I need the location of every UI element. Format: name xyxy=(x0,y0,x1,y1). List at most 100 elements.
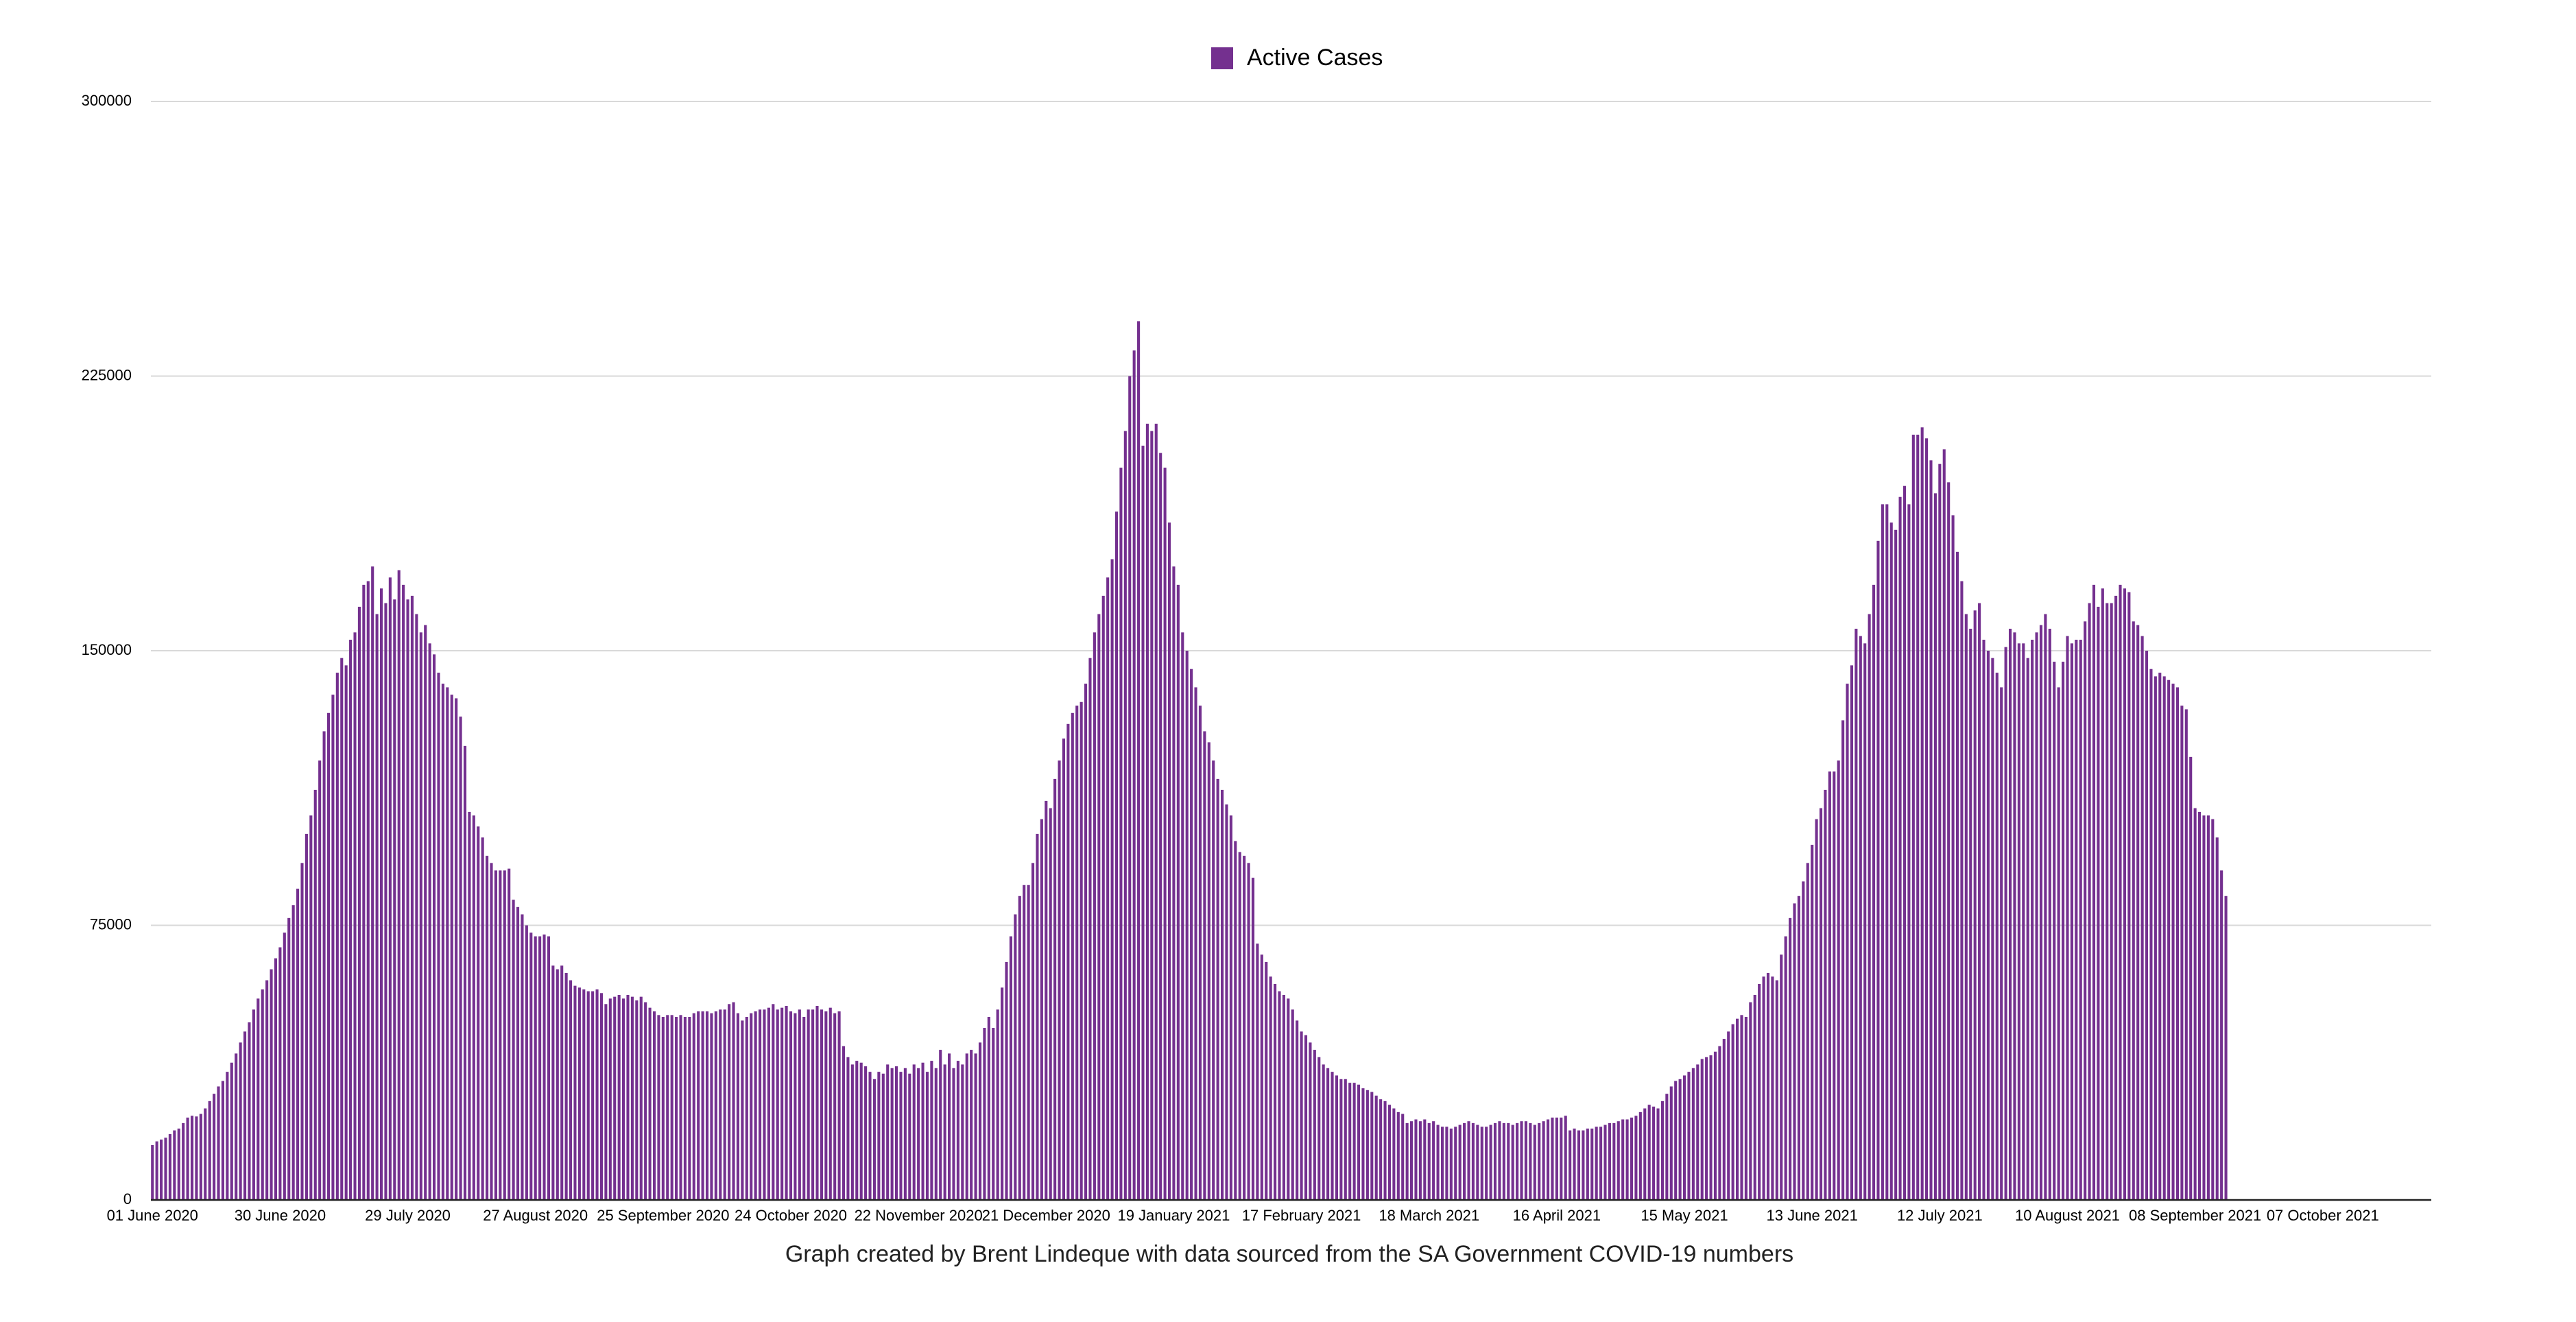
bar xyxy=(745,1017,748,1200)
bar xyxy=(1348,1083,1352,1200)
bar xyxy=(679,1015,682,1200)
bar xyxy=(1938,464,1942,1201)
x-tick-label: 18 March 2021 xyxy=(1379,1207,1479,1224)
bar xyxy=(490,863,493,1200)
bars xyxy=(151,321,2228,1201)
bar xyxy=(305,834,308,1200)
bar xyxy=(714,1011,717,1200)
bar xyxy=(1982,639,1985,1200)
bar xyxy=(652,1011,656,1200)
bar xyxy=(1529,1122,1532,1200)
bar xyxy=(1947,482,1951,1200)
bar xyxy=(1656,1108,1660,1200)
bar xyxy=(846,1057,850,1200)
bar xyxy=(477,826,480,1200)
bar xyxy=(688,1017,691,1200)
bar xyxy=(1101,595,1105,1200)
bar xyxy=(164,1138,167,1200)
bar xyxy=(987,1017,990,1200)
bar xyxy=(1634,1116,1638,1200)
bar xyxy=(1669,1086,1673,1200)
bar xyxy=(1194,687,1197,1200)
bar xyxy=(235,1053,238,1200)
bar xyxy=(635,1000,639,1200)
bar xyxy=(1471,1122,1475,1200)
bar xyxy=(1467,1121,1470,1200)
bar xyxy=(1018,896,1021,1200)
bar xyxy=(1296,1020,1299,1200)
bar xyxy=(2154,676,2157,1200)
x-tick-label: 24 October 2020 xyxy=(735,1207,847,1224)
bar xyxy=(375,614,379,1200)
bar xyxy=(2211,819,2215,1200)
bar xyxy=(582,989,586,1200)
bar xyxy=(1705,1057,1708,1200)
bar xyxy=(1440,1127,1444,1200)
bar xyxy=(344,665,348,1200)
bar xyxy=(754,1011,757,1200)
bar xyxy=(1678,1079,1682,1200)
bar xyxy=(741,1020,744,1200)
bar xyxy=(1198,706,1202,1200)
bar xyxy=(1524,1121,1528,1200)
bar xyxy=(1088,658,1092,1200)
bar xyxy=(1608,1122,1611,1200)
bar xyxy=(1357,1084,1361,1200)
bar xyxy=(899,1072,903,1200)
bar xyxy=(1304,1035,1308,1200)
bar xyxy=(1872,584,1876,1200)
bar xyxy=(1282,994,1285,1200)
bar xyxy=(683,1017,687,1200)
bar xyxy=(604,1004,608,1200)
bar xyxy=(2145,651,2149,1200)
bar xyxy=(1762,976,1765,1200)
bar xyxy=(283,933,286,1200)
bar xyxy=(1176,584,1180,1200)
bar xyxy=(1876,540,1880,1200)
bar xyxy=(890,1068,894,1200)
bar xyxy=(2022,643,2025,1200)
bar xyxy=(1287,998,1290,1200)
bar xyxy=(1445,1127,1448,1200)
bar xyxy=(1700,1059,1704,1200)
bar xyxy=(1458,1125,1462,1200)
bar xyxy=(974,1053,977,1200)
bar xyxy=(248,1022,251,1200)
bar xyxy=(2158,673,2162,1200)
bar xyxy=(1405,1122,1409,1200)
bar xyxy=(252,1009,255,1200)
bar xyxy=(1753,994,1756,1200)
bar xyxy=(912,1064,916,1200)
bar xyxy=(1507,1122,1510,1200)
bar xyxy=(230,1062,233,1200)
bar xyxy=(842,1046,846,1200)
bar xyxy=(701,1011,704,1200)
bar xyxy=(516,906,520,1200)
bar xyxy=(538,936,542,1200)
bar xyxy=(908,1073,911,1200)
bar xyxy=(291,905,295,1200)
y-tick-label: 75000 xyxy=(90,915,132,933)
bar xyxy=(586,991,590,1200)
bar xyxy=(1929,460,1933,1200)
bar xyxy=(1392,1108,1396,1200)
legend-label: Active Cases xyxy=(1247,45,1383,71)
bar xyxy=(1159,453,1162,1200)
bar xyxy=(1560,1117,1563,1200)
bar xyxy=(190,1116,194,1200)
x-tick-label: 07 October 2021 xyxy=(2267,1207,2379,1224)
bar xyxy=(864,1066,868,1200)
bar xyxy=(2031,639,2034,1200)
bar xyxy=(1084,684,1088,1200)
bar xyxy=(397,570,401,1200)
bar xyxy=(1212,760,1215,1200)
bar xyxy=(1243,856,1246,1200)
bar xyxy=(1638,1111,1642,1200)
bar xyxy=(1278,991,1281,1200)
x-tick-label: 19 January 2021 xyxy=(1117,1207,1230,1224)
bar xyxy=(1621,1119,1625,1200)
bar xyxy=(1555,1117,1558,1200)
bar xyxy=(2224,896,2228,1200)
bar xyxy=(1898,496,1902,1200)
bar xyxy=(1291,1009,1294,1200)
